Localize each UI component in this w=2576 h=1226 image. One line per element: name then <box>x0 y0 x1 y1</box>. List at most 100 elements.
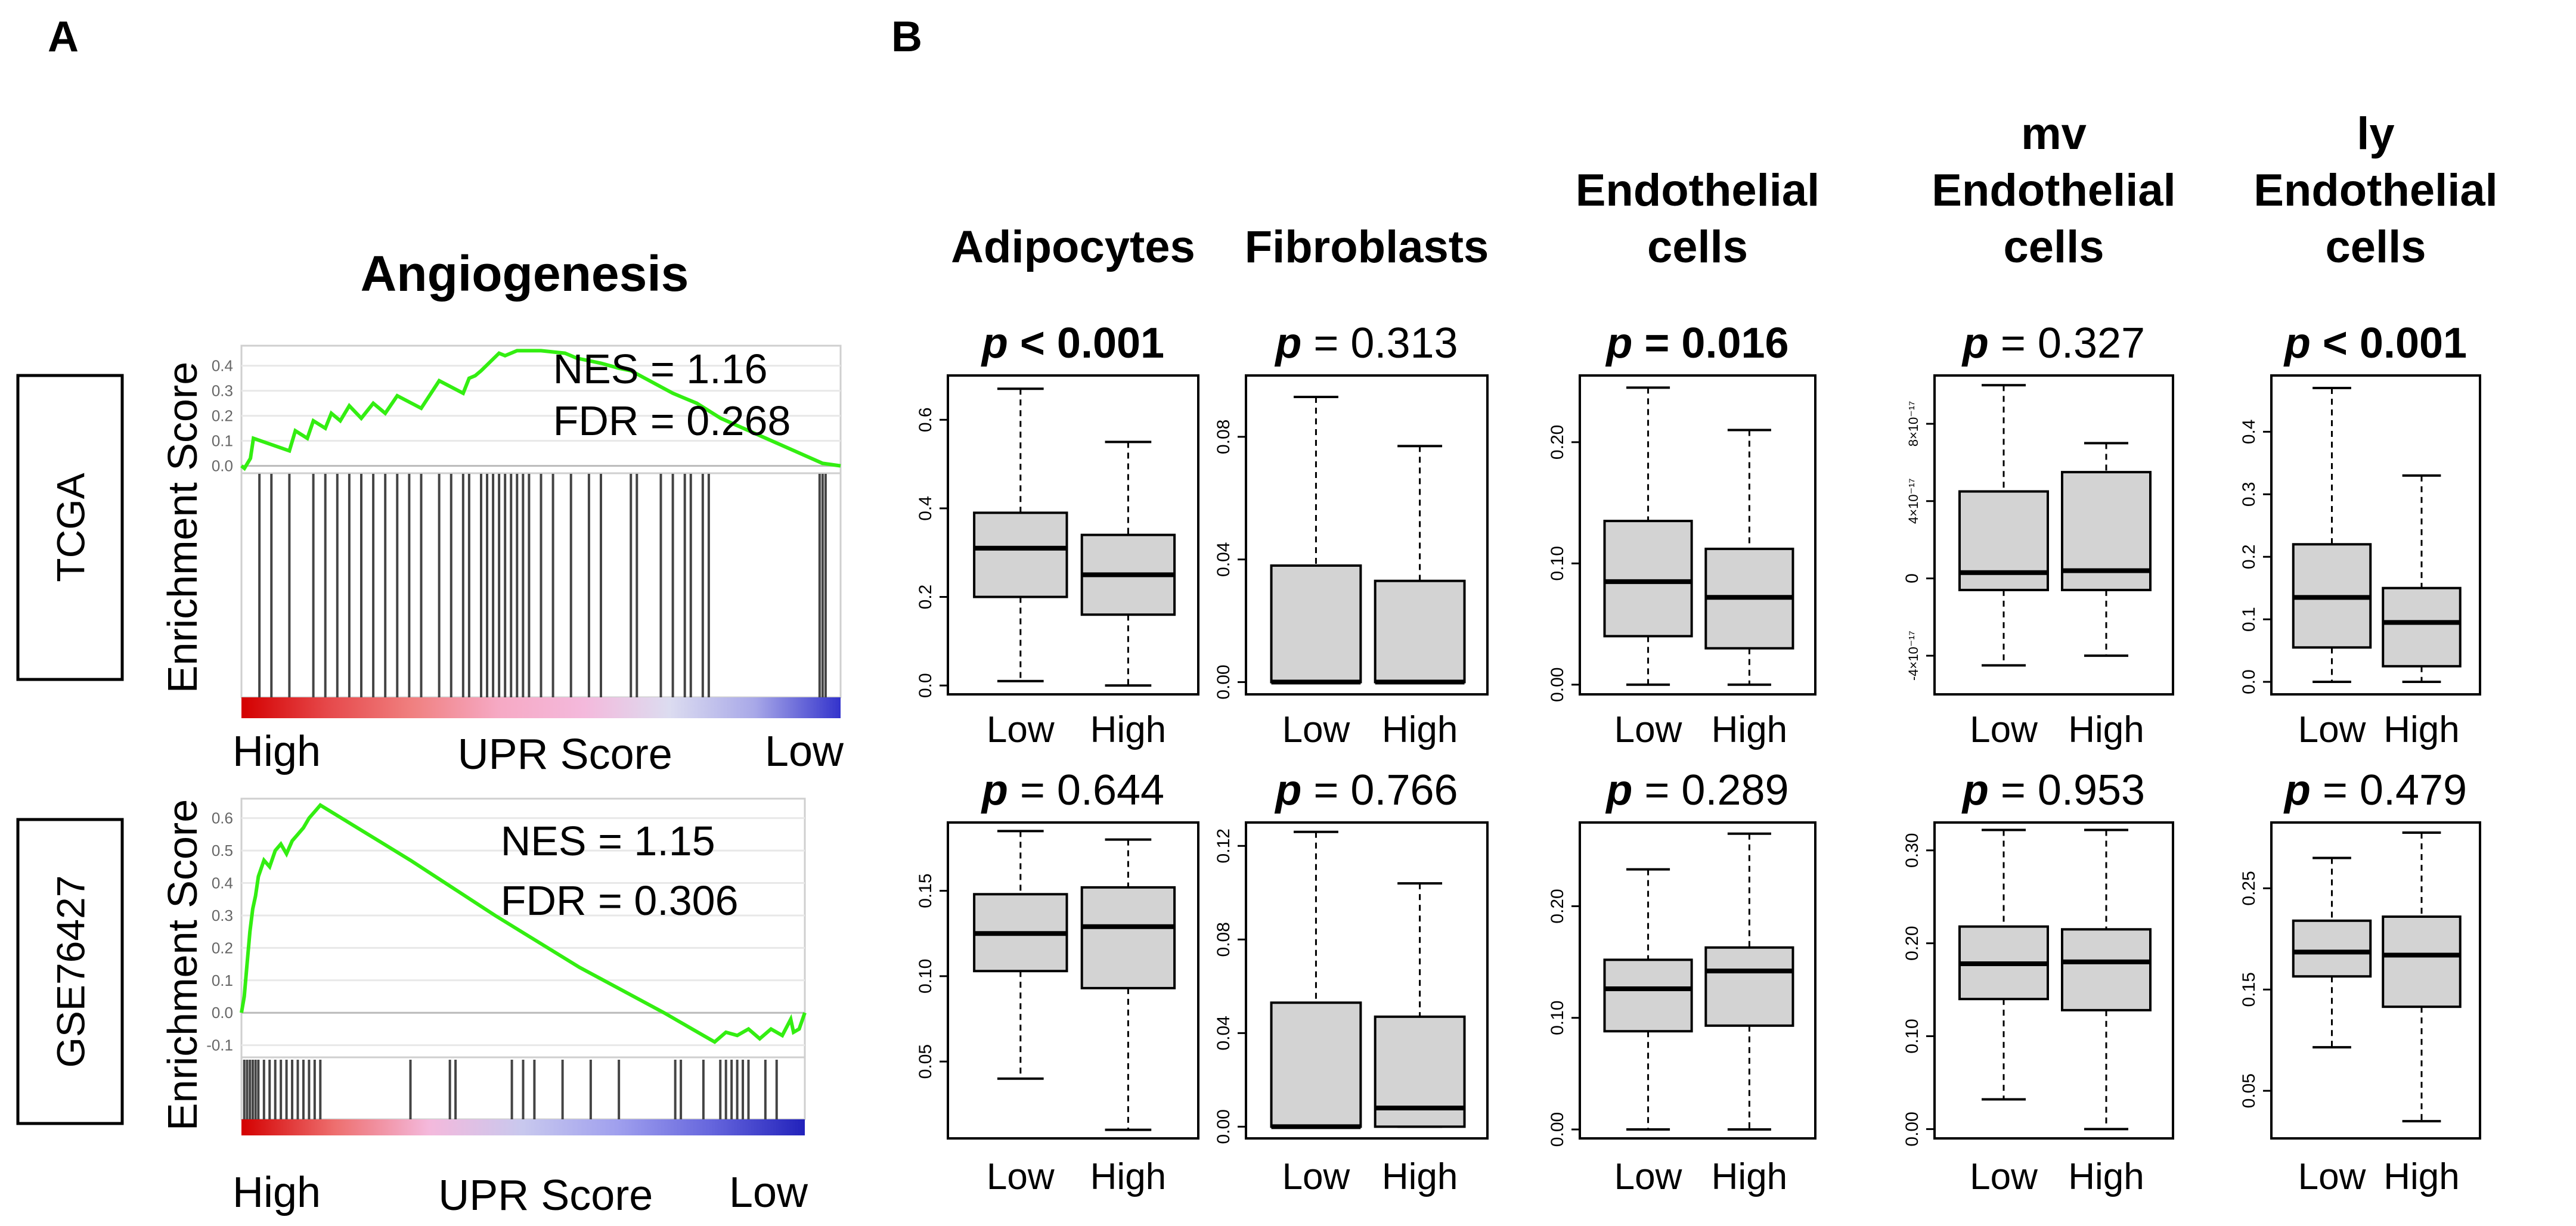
plot-frame <box>1579 374 1816 696</box>
row-label-box <box>16 818 124 1125</box>
column-title-4-line2: cells <box>2325 222 2426 272</box>
y-tick-label: 0.20 <box>1548 889 1567 923</box>
p-value: = 0.766 <box>1313 766 1458 814</box>
panel-label-b: B <box>891 13 922 61</box>
p-symbol: p <box>1961 766 2001 814</box>
p-symbol: p <box>981 766 1020 814</box>
y-tick-label: 0.04 <box>1214 542 1233 576</box>
group-label-low: Low <box>1282 1156 1350 1197</box>
nes-label: NES = 1.15 <box>501 818 715 864</box>
panel-label-a: A <box>48 13 79 61</box>
group-label-high: High <box>1382 1156 1458 1197</box>
row-label: GSE76427 <box>49 876 93 1068</box>
column-title-0-line0: Adipocytes <box>951 222 1195 272</box>
y-tick-label: 0.4 <box>916 496 935 521</box>
p-symbol: p <box>2283 766 2323 814</box>
p-value-label: p = 0.327 <box>1961 319 2145 367</box>
axis-label-high: High <box>233 728 321 775</box>
y-tick-label: 0.20 <box>1902 926 1922 960</box>
plot-frame <box>947 374 1199 696</box>
p-value: < 0.001 <box>2323 319 2467 367</box>
boxplot-panels: Adipocytes Fibroblasts Endothelial cells mv E… <box>916 108 2498 1197</box>
gsea-panels: 0.0 0.1 0.2 0.3 0.4 NES = 1.16 FDR = 0.268 Enri… <box>16 344 844 1219</box>
group-label-low: Low <box>987 1156 1055 1197</box>
y-tick-label: 0.3 <box>212 907 233 924</box>
box-high <box>2061 928 2152 1011</box>
y-axis-label: Enrichment Score <box>159 362 206 693</box>
group-label-low: Low <box>987 709 1055 750</box>
y-tick-label: 0.10 <box>1548 546 1567 581</box>
p-value-label: p = 0.644 <box>981 766 1164 814</box>
p-symbol: p <box>2283 319 2323 367</box>
y-tick-label: 0.08 <box>1214 420 1233 454</box>
y-tick-label: 0.08 <box>1214 922 1233 957</box>
group-label-high: High <box>2068 1156 2144 1197</box>
group-label-high: High <box>2068 709 2144 750</box>
axis-label-low: Low <box>729 1169 808 1216</box>
y-tick-label: 0.5 <box>212 842 233 859</box>
y-tick-label: 0.15 <box>2239 972 2259 1007</box>
column-title-1-line0: Fibroblasts <box>1245 222 1489 272</box>
plot-frame <box>2270 374 2481 696</box>
group-label-low: Low <box>1614 1156 1682 1197</box>
box-low <box>1958 490 2049 591</box>
plot-frame <box>947 821 1199 1140</box>
p-value-label: p = 0.953 <box>1961 766 2145 814</box>
y-tick-label: 0.20 <box>1548 425 1567 460</box>
running-es-line <box>240 349 841 471</box>
axis-label-high: High <box>233 1169 321 1216</box>
p-value: = 0.289 <box>1644 766 1788 814</box>
p-value-label: p = 0.766 <box>1274 766 1458 814</box>
group-label-low: Low <box>1614 709 1682 750</box>
p-symbol: p <box>1961 319 2001 367</box>
box-low <box>1603 520 1693 638</box>
group-label-low: Low <box>1970 709 2038 750</box>
plot-frame <box>1579 821 1816 1140</box>
axis-label-upr-score: UPR Score <box>458 731 672 778</box>
group-label-high: High <box>2383 709 2460 750</box>
group-label-high: High <box>1382 709 1458 750</box>
y-tick-label: 0.00 <box>1548 668 1567 702</box>
box-low <box>1270 1001 1362 1128</box>
y-tick-label: 0.04 <box>1214 1016 1233 1050</box>
plot-frame <box>1245 821 1489 1140</box>
gsea-title: Angiogenesis <box>361 246 689 302</box>
row-label: TCGA <box>49 473 93 582</box>
y-tick-label: 0.6 <box>916 407 935 432</box>
axis-label-low: Low <box>765 728 844 775</box>
column-title-4-line1: Endothelial <box>2253 165 2498 216</box>
y-tick-label: 0.10 <box>1902 1019 1922 1053</box>
group-label-high: High <box>1090 709 1167 750</box>
plot-frame <box>2270 821 2481 1140</box>
y-tick-label: 0.0 <box>212 457 233 475</box>
plot-frame <box>1933 374 2174 696</box>
y-tick-label: -0.1 <box>206 1036 233 1054</box>
box-high <box>2382 915 2462 1008</box>
y-tick-label: 0.3 <box>212 382 233 400</box>
boxplot-tcga-endothelial-cells: 0.00 0.10 0.20 p = 0.016 Low High <box>1548 319 1816 750</box>
column-title-3-line1: Endothelial <box>1932 165 2176 216</box>
y-tick-label: 0.3 <box>2239 482 2259 507</box>
group-label-low: Low <box>2298 1156 2366 1197</box>
box-low <box>1603 958 1693 1033</box>
p-value-label: p = 0.016 <box>1605 319 1788 367</box>
nes-label: NES = 1.16 <box>553 346 768 392</box>
box-low <box>2292 919 2372 978</box>
plot-frame <box>1245 374 1489 696</box>
gsea-plot-gse76427: -0.1 0.0 0.1 0.2 0.3 0.4 0.5 0.6 NES = 1.15 FDR =… <box>16 797 808 1219</box>
p-symbol: p <box>1605 319 1644 367</box>
y-tick-label: 0.2 <box>2239 544 2259 569</box>
y-tick-label: 0.30 <box>1902 833 1922 868</box>
y-axis-label: Enrichment Score <box>159 799 206 1131</box>
y-tick-label: 0.05 <box>916 1044 935 1079</box>
p-value: = 0.016 <box>1644 319 1788 367</box>
y-tick-label: 0.0 <box>916 673 935 698</box>
y-tick-label: 0.10 <box>916 959 935 994</box>
group-label-low: Low <box>1970 1156 2038 1197</box>
y-tick-label: 0.00 <box>1214 1109 1233 1144</box>
y-tick-label: 0.00 <box>1902 1112 1922 1146</box>
boxplot-tcga-mv-endothelial-cells: -4×10⁻¹⁷ 0 4×10⁻¹⁷ 8×10⁻¹⁷ p = 0.327 Low High <box>1902 319 2174 750</box>
y-tick-label: 0.25 <box>2239 871 2259 905</box>
y-tick-label: 8×10⁻¹⁷ <box>1906 401 1921 446</box>
